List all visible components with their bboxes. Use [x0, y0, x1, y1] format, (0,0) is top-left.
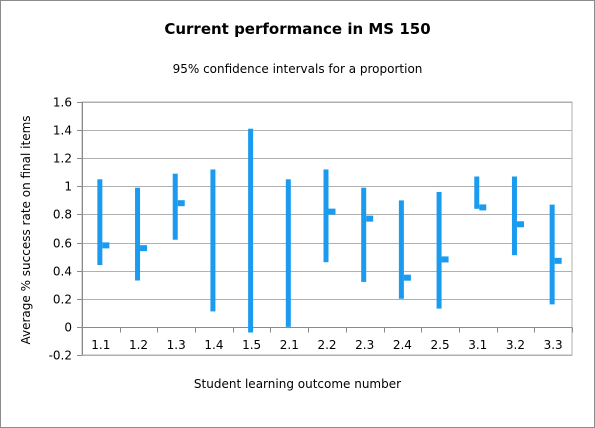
estimate-marker	[328, 208, 336, 215]
estimate-marker	[177, 200, 185, 207]
chart-subtitle: 95% confidence intervals for a proportio…	[172, 62, 423, 76]
estimate-marker	[554, 257, 562, 264]
y-tick-label: 0.6	[53, 237, 72, 251]
x-tick-label: 2.2	[317, 338, 336, 352]
x-tick-label: 3.3	[544, 338, 563, 352]
y-tick-label: 1.4	[53, 124, 72, 138]
y-tick-label: 0.8	[53, 208, 72, 222]
x-tick-label: 2.3	[355, 338, 374, 352]
estimate-marker	[441, 256, 449, 263]
interval-bar	[511, 176, 517, 256]
estimate-marker	[479, 204, 487, 211]
y-tick-label: 1.6	[53, 96, 72, 110]
interval-bar	[361, 187, 367, 282]
interval-bar	[398, 200, 404, 299]
interval-bar	[549, 204, 555, 305]
y-tick-label: 1	[64, 180, 72, 194]
x-tick-label: 2.1	[280, 338, 299, 352]
x-tick-label: 1.3	[167, 338, 186, 352]
y-tick-label: 0.4	[53, 265, 72, 279]
x-tick-label: 3.1	[468, 338, 487, 352]
interval-bar	[248, 128, 254, 333]
estimate-marker	[140, 245, 148, 252]
y-tick-label: 0	[64, 321, 72, 335]
estimate-marker	[102, 242, 110, 249]
x-tick-label: 1.1	[91, 338, 110, 352]
x-tick-label: 1.5	[242, 338, 261, 352]
y-tick-label: -0.2	[49, 349, 72, 363]
x-axis-label: Student learning outcome number	[193, 377, 402, 391]
interval-bar	[172, 173, 178, 240]
x-tick-label: 1.2	[129, 338, 148, 352]
interval-bar	[323, 169, 329, 263]
y-tick-label: 0.2	[53, 293, 72, 307]
interval-bar	[436, 191, 442, 309]
estimate-marker	[516, 221, 524, 228]
x-tick-label: 1.4	[204, 338, 223, 352]
estimate-marker	[403, 274, 411, 281]
interval-bar	[135, 187, 141, 281]
interval-bar	[97, 179, 103, 266]
x-tick-label: 3.2	[506, 338, 525, 352]
interval-bar	[210, 169, 216, 312]
y-tick-label: 1.2	[53, 152, 72, 166]
chart-title: Current performance in MS 150	[164, 20, 431, 38]
interval-bar	[285, 179, 291, 327]
x-tick-label: 2.5	[431, 338, 450, 352]
estimate-marker	[366, 215, 374, 222]
x-tick-label: 2.4	[393, 338, 412, 352]
interval-bar	[474, 176, 480, 209]
